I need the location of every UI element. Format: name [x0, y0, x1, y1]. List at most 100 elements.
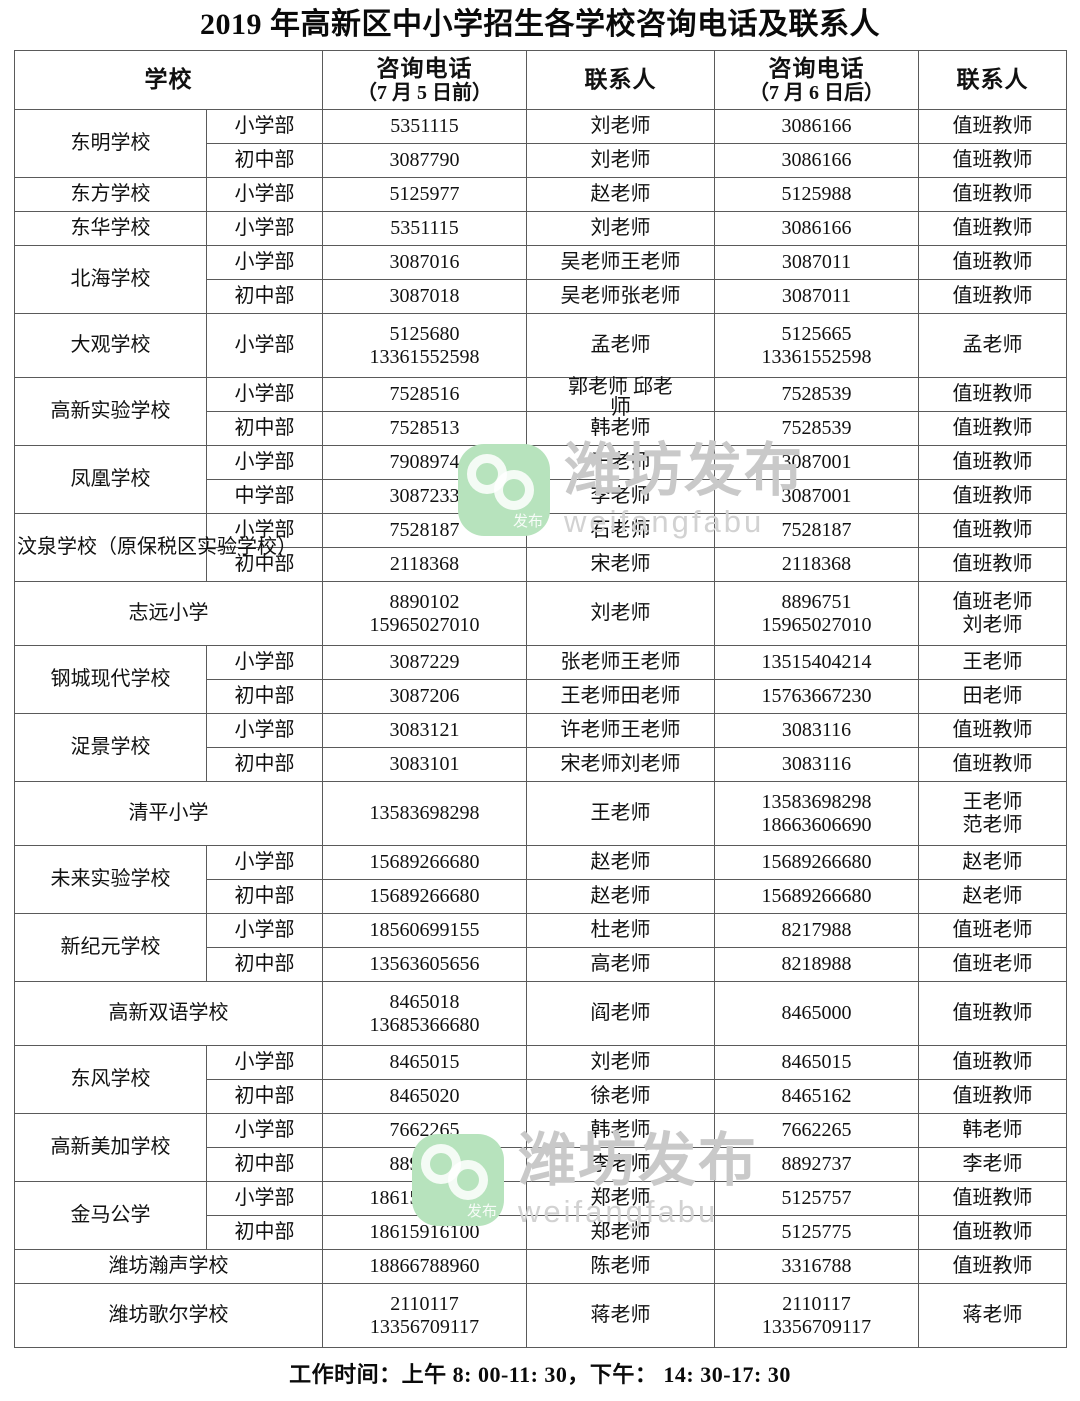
cell-contact-before: 李老师: [526, 1147, 715, 1182]
cell-contact-after: 值班教师: [918, 981, 1067, 1046]
cell-tel-before: 8892737: [322, 1147, 527, 1182]
cell-contact-before: 石老师: [526, 513, 715, 548]
cell-contact-before: 吴老师王老师: [526, 245, 715, 280]
table-row: 钢城现代学校 小学部 3087229 张老师王老师 13515404214 王老师: [14, 645, 1067, 714]
cell-contact-after: 值班教师: [918, 279, 1067, 314]
cell-tel-before: 8465018 13685366680: [322, 981, 527, 1046]
table-header: 学校 咨询电话 （7 月 5 日前） 联系人 咨询电话 （7 月 6 日后） 联…: [14, 50, 1067, 110]
cell-tel-after: 5125665 13361552598: [714, 313, 919, 378]
column-header-tel-after-line1: 咨询电话: [768, 55, 865, 81]
cell-contact-before: 宋老师: [526, 547, 715, 582]
cell-tel-before-line: 8890102: [389, 591, 460, 614]
cell-tel-before: 3087233: [322, 479, 527, 514]
cell-contact-before: 赵老师: [526, 177, 715, 212]
table-row: 金马公学 小学部 18615916100 郑老师 5125757 值班教师: [14, 1181, 1067, 1250]
cell-contact-before: 于老师: [526, 445, 715, 480]
cell-contact-before: 刘老师: [526, 581, 715, 646]
cell-division: 小学部: [206, 1181, 323, 1216]
cell-contact-before: 阎老师: [526, 981, 715, 1046]
cell-contact-before: 蒋老师: [526, 1283, 715, 1348]
cell-contact-before: 陈老师: [526, 1249, 715, 1284]
cell-contact-before-line: 郭老师 邱老: [568, 376, 673, 399]
cell-contact-before: 王老师: [526, 781, 715, 846]
cell-tel-after: 13515404214: [714, 645, 919, 680]
cell-contact-after: 蒋老师: [918, 1283, 1067, 1348]
cell-contact-after: 值班教师: [918, 445, 1067, 480]
cell-tel-after: 3316788: [714, 1249, 919, 1284]
column-header-tel-before: 咨询电话 （7 月 5 日前）: [322, 50, 527, 110]
cell-tel-before: 5351115: [322, 109, 527, 144]
table-row: 初中部 7528513 韩老师 7528539 值班教师: [15, 411, 1067, 446]
table-row: 新纪元学校 小学部 18560699155 杜老师 8217988 值班老师: [14, 913, 1067, 982]
table-row: 东明学校 小学部 5351115 刘老师 3086166 值班教师: [14, 109, 1067, 178]
table-row: 志远小学 8890102 15965027010 刘老师 8896751 15965027…: [14, 581, 1067, 646]
cell-tel-before: 7662265: [322, 1113, 527, 1148]
table-row: 汶泉学校（原保税区实验学校） 小学部 7528187 石老师 7528187 值班教师: [14, 513, 1067, 582]
cell-tel-before: 3087206: [322, 679, 527, 714]
cell-tel-after: 5125757: [714, 1181, 919, 1216]
cell-tel-after: 7528539: [714, 377, 919, 412]
cell-tel-before-line: 13685366680: [369, 1013, 480, 1036]
cell-school-name: 东明学校: [14, 109, 207, 178]
cell-contact-after: 值班教师: [918, 411, 1067, 446]
table-row: 初中部 8465020 徐老师 8465162 值班教师: [15, 1079, 1067, 1114]
cell-contact-before: 赵老师: [526, 845, 715, 880]
cell-tel-after: 7662265: [714, 1113, 919, 1148]
cell-contact-after-line: 值班老师: [952, 591, 1033, 614]
cell-tel-after: 3086166: [714, 109, 919, 144]
cell-contact-after: 值班教师: [918, 547, 1067, 582]
cell-tel-before: 7528187: [322, 513, 527, 548]
column-header-school: 学校: [14, 50, 323, 110]
cell-tel-before: 3083101: [322, 747, 527, 782]
cell-tel-after: 3087001: [714, 445, 919, 480]
cell-tel-after: 7528539: [714, 411, 919, 446]
table-body: 东明学校 小学部 5351115 刘老师 3086166 值班教师 初中部 3087790 刘老…: [14, 109, 1067, 1348]
cell-contact-after: 值班老师: [918, 913, 1067, 948]
cell-tel-before: 8465015: [322, 1045, 527, 1080]
cell-tel-after: 3086166: [714, 211, 919, 246]
cell-school-name: 金马公学: [14, 1181, 207, 1250]
cell-contact-before: 杜老师: [526, 913, 715, 948]
cell-division: 初中部: [206, 547, 323, 582]
cell-school-name: 高新美加学校: [14, 1113, 207, 1182]
cell-contact-after: 值班教师: [918, 109, 1067, 144]
cell-division: 小学部: [206, 445, 323, 480]
cell-tel-after: 8892737: [714, 1147, 919, 1182]
cell-contact-before: 王老师田老师: [526, 679, 715, 714]
cell-school-name: 新纪元学校: [14, 913, 207, 982]
cell-contact-before: 宋老师刘老师: [526, 747, 715, 782]
cell-contact-before: 刘老师: [526, 109, 715, 144]
cell-tel-after-line: 5125665: [781, 323, 852, 346]
cell-contact-after: 赵老师: [918, 845, 1067, 880]
cell-contact-after: 韩老师: [918, 1113, 1067, 1148]
column-header-tel-after-line2: （7 月 6 日后）: [749, 81, 884, 104]
cell-contact-after: 田老师: [918, 679, 1067, 714]
cell-contact-after: 值班教师: [918, 513, 1067, 548]
cell-tel-after: 15763667230: [714, 679, 919, 714]
cell-school-name: 东华学校: [14, 211, 207, 246]
cell-school-name: 未来实验学校: [14, 845, 207, 914]
cell-tel-after: 8896751 15965027010: [714, 581, 919, 646]
cell-division: 初中部: [206, 411, 323, 446]
cell-contact-after: 孟老师: [918, 313, 1067, 378]
column-header-contact-before: 联系人: [526, 50, 715, 110]
cell-tel-before: 5125680 13361552598: [322, 313, 527, 378]
table-row: 北海学校 小学部 3087016 吴老师王老师 3087011 值班教师: [14, 245, 1067, 314]
header-row: 学校 咨询电话 （7 月 5 日前） 联系人 咨询电话 （7 月 6 日后） 联…: [14, 50, 1067, 110]
cell-contact-before: 郑老师: [526, 1181, 715, 1216]
cell-division: 初中部: [206, 1215, 323, 1250]
cell-tel-after: 3083116: [714, 747, 919, 782]
table-row: 潍坊瀚声学校 18866788960 陈老师 3316788 值班教师: [14, 1249, 1067, 1284]
cell-contact-after: 王老师: [918, 645, 1067, 680]
cell-tel-after-line: 13361552598: [761, 345, 872, 368]
cell-tel-before-line: 15965027010: [369, 613, 480, 636]
cell-school-name: 高新双语学校: [14, 981, 323, 1046]
cell-tel-after: 3087011: [714, 279, 919, 314]
cell-division: 初中部: [206, 1147, 323, 1182]
cell-tel-before: 18866788960: [322, 1249, 527, 1284]
cell-division: 小学部: [206, 645, 323, 680]
cell-tel-before-line: 13361552598: [369, 345, 480, 368]
cell-school-name: 高新实验学校: [14, 377, 207, 446]
cell-contact-before: 吴老师张老师: [526, 279, 715, 314]
cell-contact-before: 刘老师: [526, 1045, 715, 1080]
